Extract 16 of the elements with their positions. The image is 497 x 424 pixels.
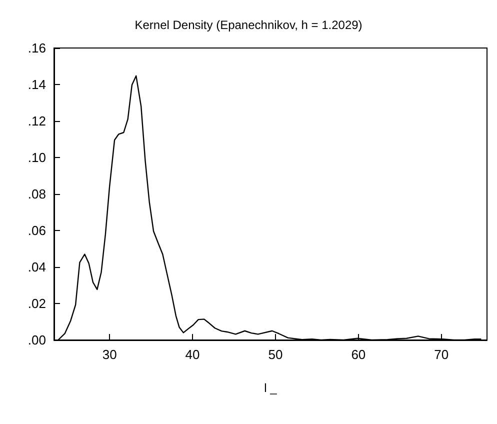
y-tick-label: .14 — [28, 77, 46, 92]
y-tick-label: .12 — [28, 114, 46, 128]
y-tick-label: .00 — [28, 332, 46, 348]
x-tick-label: 30 — [102, 347, 117, 362]
x-tick-label: 60 — [351, 347, 366, 362]
y-tick-label: .16 — [28, 40, 46, 56]
y-tick-label: .04 — [28, 260, 46, 274]
x-tick-label: 70 — [434, 347, 449, 362]
y-tick-label: .08 — [28, 186, 46, 202]
chart-title: Kernel Density (Epanechnikov, h = 1.2029) — [134, 18, 362, 32]
x-tick-label: 40 — [185, 347, 200, 362]
x-tick-label: 50 — [268, 347, 283, 362]
y-tick-label: .02 — [28, 296, 46, 311]
x-axis-title: l _ — [264, 381, 278, 395]
y-tick-label: .10 — [28, 150, 46, 165]
y-tick-label: .06 — [28, 223, 46, 238]
